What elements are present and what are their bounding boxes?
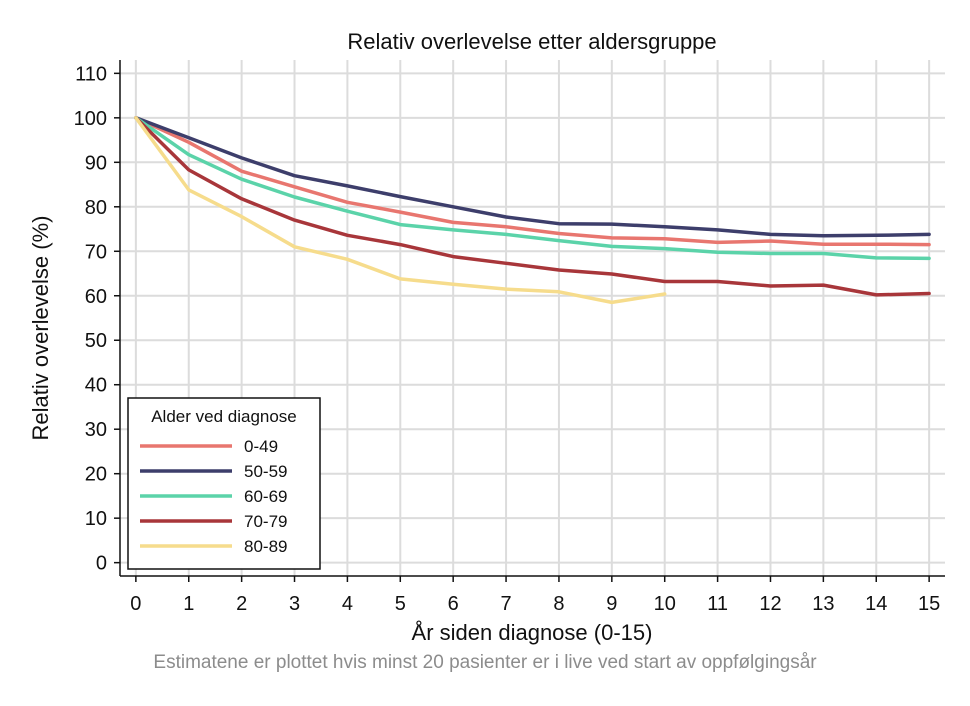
legend-label: 80-89 <box>244 537 287 556</box>
x-tick-label: 0 <box>130 593 141 615</box>
legend-label: 70-79 <box>244 512 287 531</box>
y-tick-label: 100 <box>74 108 107 130</box>
series-line-50-59 <box>134 116 931 238</box>
y-tick-label: 110 <box>75 63 107 85</box>
x-tick-label: 2 <box>236 593 247 615</box>
y-tick-label: 10 <box>85 508 107 530</box>
x-tick-label: 3 <box>289 593 300 615</box>
x-tick-label: 6 <box>448 593 459 615</box>
x-tick-label: 4 <box>342 593 353 615</box>
y-tick-label: 20 <box>85 464 107 486</box>
x-axis-label: År siden diagnose (0-15) <box>412 620 653 645</box>
x-tick-label: 8 <box>553 593 564 615</box>
x-tick-label: 12 <box>759 593 781 615</box>
x-tick-label: 9 <box>606 593 617 615</box>
x-tick-label: 7 <box>500 593 511 615</box>
legend-label: 50-59 <box>244 462 287 481</box>
y-tick-label: 70 <box>85 241 107 263</box>
legend-label: 0-49 <box>244 437 278 456</box>
footnote: Estimatene er plottet hvis minst 20 pasi… <box>153 652 817 673</box>
legend-title: Alder ved diagnose <box>151 407 297 426</box>
y-tick-label: 90 <box>85 152 107 174</box>
y-tick-label: 40 <box>85 375 107 397</box>
x-tick-label: 1 <box>183 593 194 615</box>
grid-lines <box>120 60 945 576</box>
y-tick-label: 60 <box>85 286 107 308</box>
series-line-60-69 <box>134 116 931 261</box>
series-line-70-79 <box>134 116 931 297</box>
y-tick-label: 30 <box>85 419 107 441</box>
x-tick-label: 11 <box>707 593 728 615</box>
x-tick-label: 13 <box>812 593 834 615</box>
x-tick-label: 14 <box>865 593 887 615</box>
x-tick-label: 10 <box>654 593 676 615</box>
chart-title: Relativ overlevelse etter aldersgruppe <box>347 29 716 54</box>
x-tick-label: 5 <box>395 593 406 615</box>
legend-label: 60-69 <box>244 487 287 506</box>
y-tick-label: 80 <box>85 197 107 219</box>
y-tick-label: 50 <box>85 330 107 352</box>
legend: Alder ved diagnose 0-49 50-59 60-69 70-79 80… <box>127 397 321 570</box>
series-line-0-49 <box>134 116 931 247</box>
series-lines <box>134 116 931 305</box>
series-line-80-89 <box>134 116 667 305</box>
x-tick-label: 15 <box>918 593 940 615</box>
legend-box <box>127 397 321 570</box>
y-axis-label: Relativ overlevelse (%) <box>28 216 53 441</box>
y-tick-label: 0 <box>96 553 107 575</box>
